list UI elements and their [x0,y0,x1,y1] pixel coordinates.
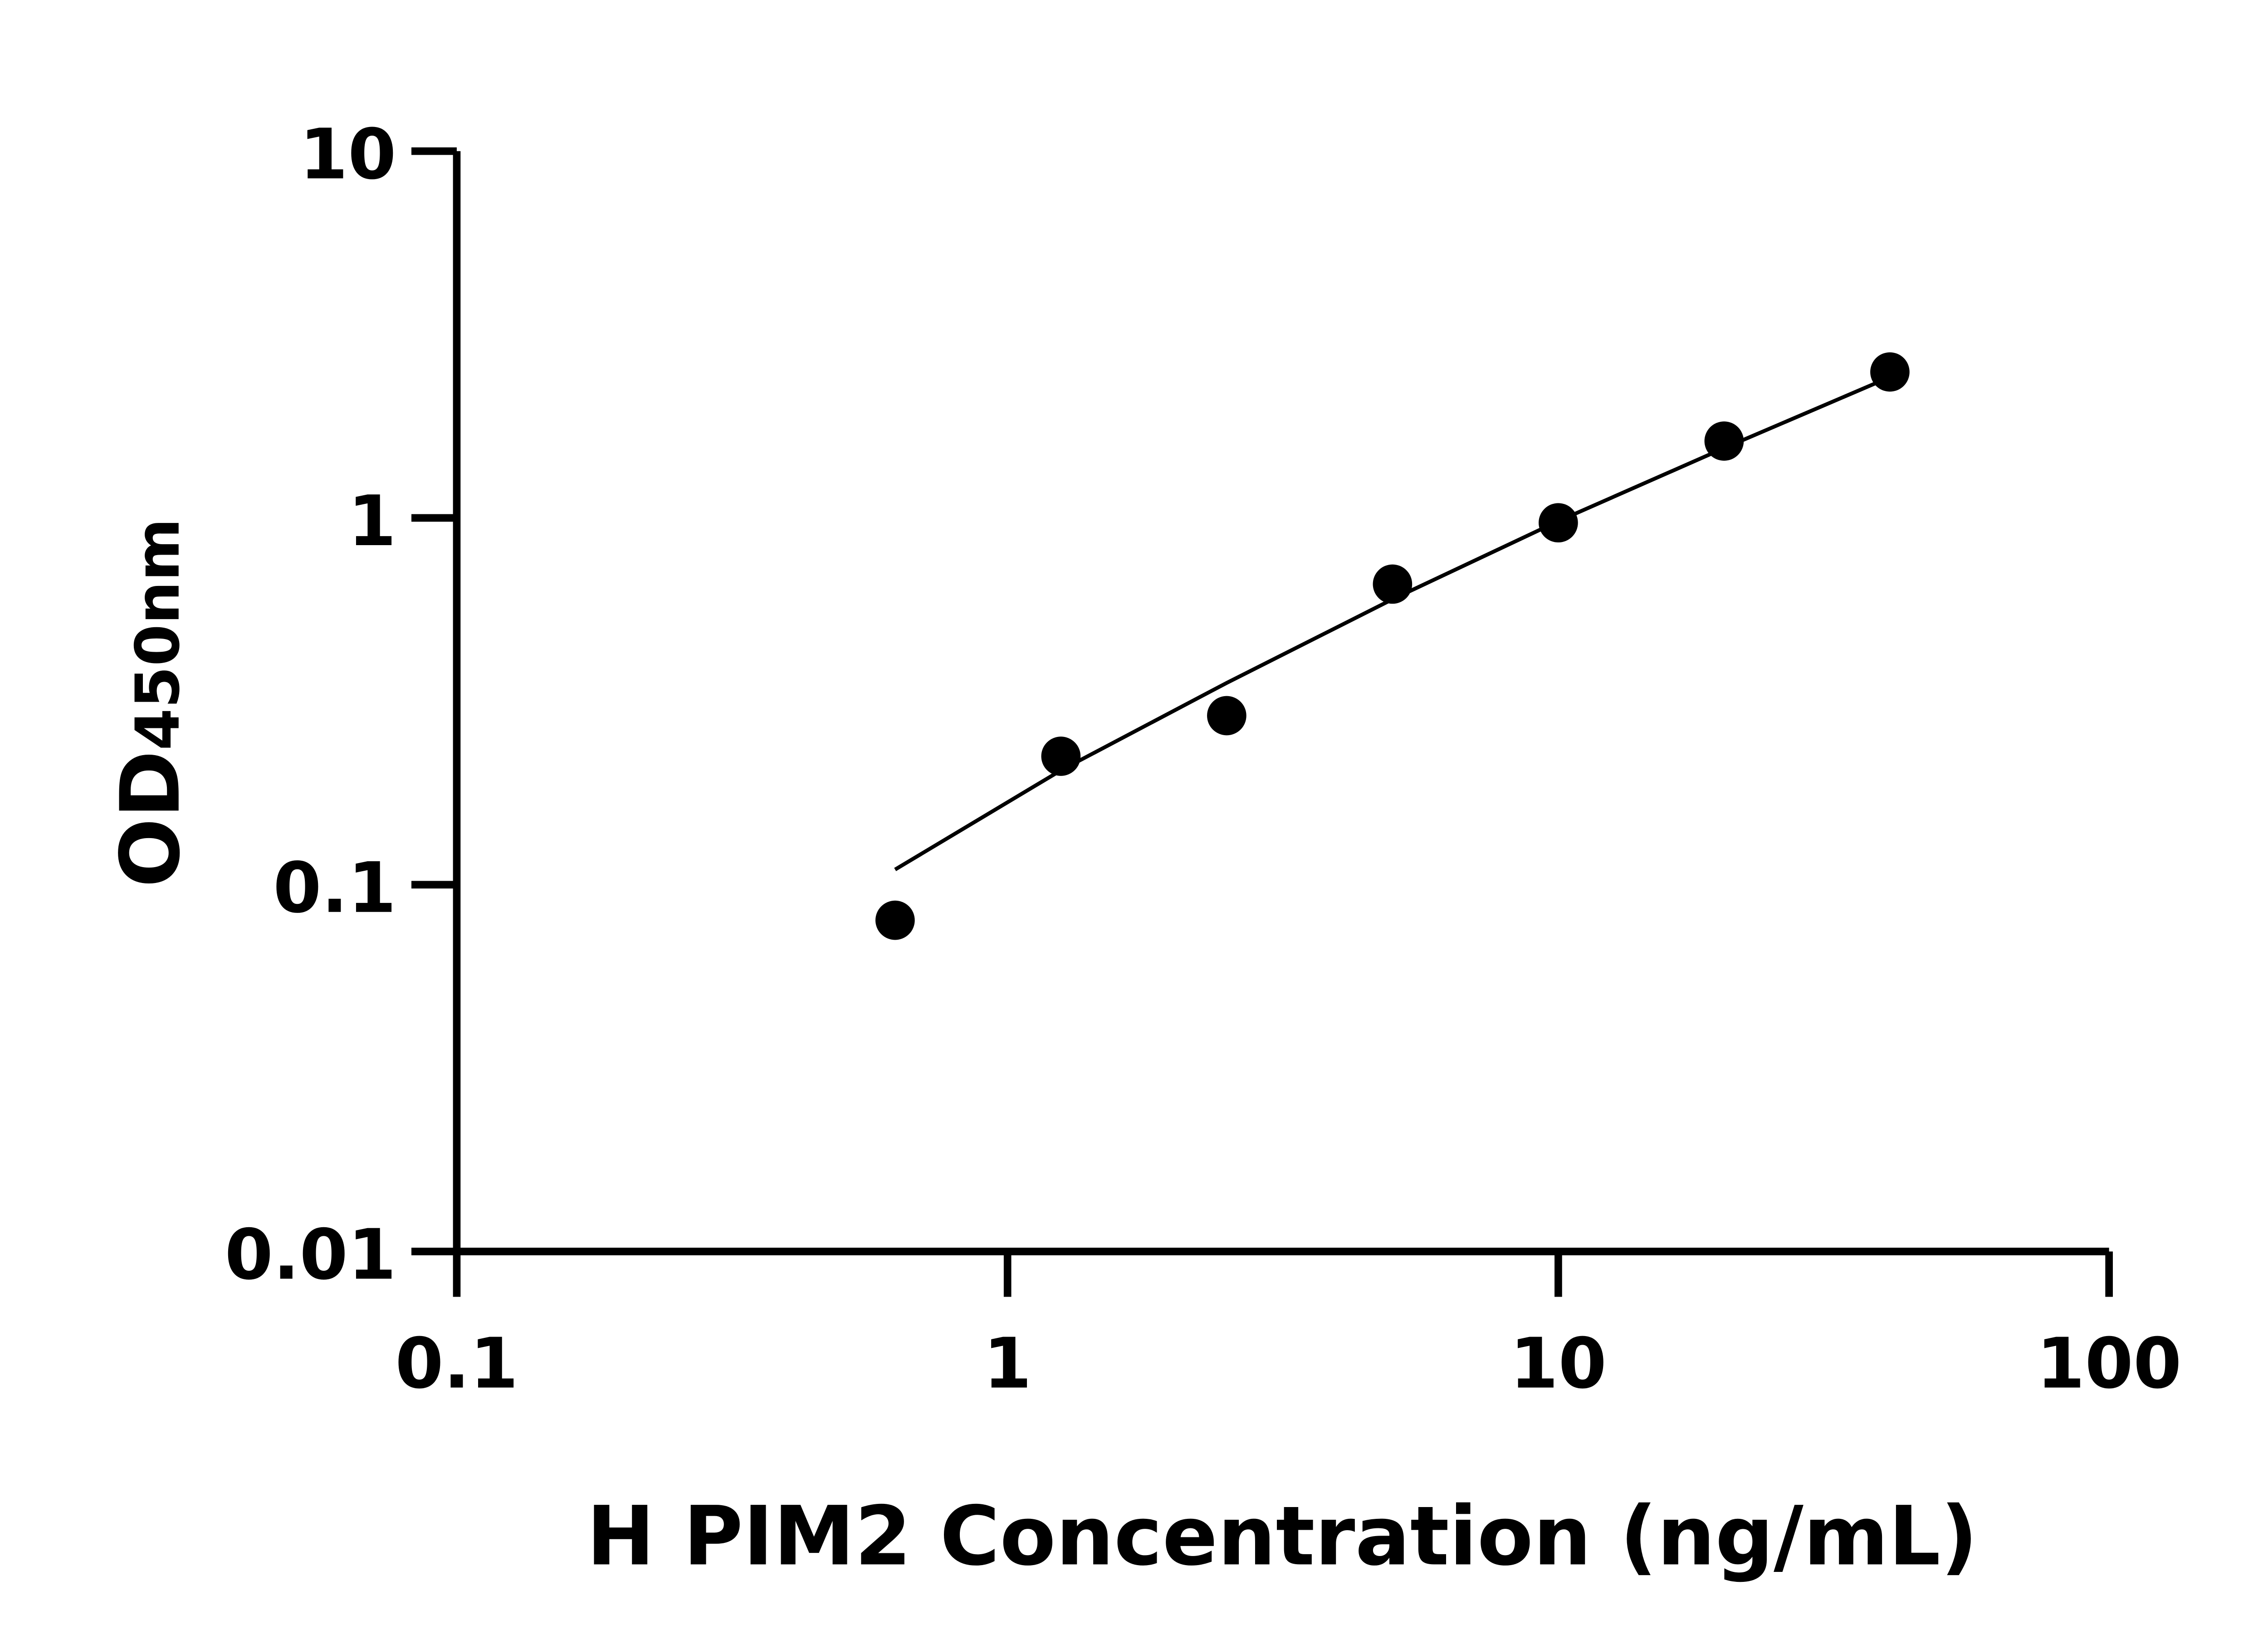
x-tick-label: 100 [2037,1323,2182,1404]
data-point [875,900,915,940]
y-tick-label: 10 [299,114,396,195]
y-tick-label: 0.01 [225,1215,396,1295]
y-tick-label: 0.1 [273,848,396,929]
x-tick-label: 10 [1510,1323,1607,1404]
y-axis-label: OD450nm [103,518,198,888]
data-point [1704,421,1744,461]
x-tick-label: 1 [983,1323,1032,1404]
data-point [1539,503,1578,543]
x-tick-label: 0.1 [395,1323,518,1404]
data-point [1870,352,1910,392]
y-axis-label-main: OD [103,751,198,888]
y-axis-label-sub: 450nm [123,518,193,751]
data-point [1041,737,1081,776]
axes [411,147,2113,1297]
data-points [875,352,1910,940]
y-tick-label: 1 [348,481,396,562]
tick-labels: 0.1 1 10 100 0.01 0.1 1 10 [225,114,2181,1404]
x-axis-label: H PIM2 Concentration (ng/mL) [587,1489,1978,1584]
data-point [1373,564,1413,604]
data-point [1207,696,1246,736]
